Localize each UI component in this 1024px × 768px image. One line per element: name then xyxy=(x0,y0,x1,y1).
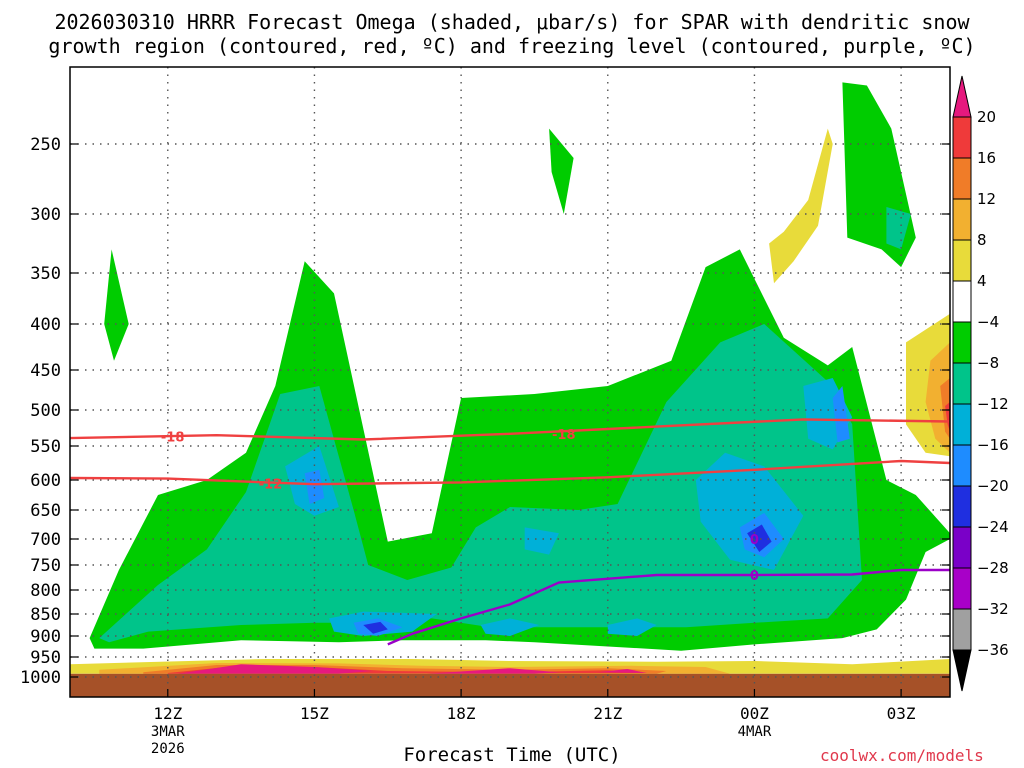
colorbar-band-12 xyxy=(952,608,972,651)
colorbar-label-1: 16 xyxy=(977,149,996,167)
omega-region-5 xyxy=(886,207,911,250)
colorbar-band-11 xyxy=(952,567,972,610)
colorbar-band-6 xyxy=(952,362,972,405)
surface-ground xyxy=(70,673,950,697)
y-tick-label-400: 400 xyxy=(30,315,61,335)
y-tick-label-250: 250 xyxy=(30,135,61,155)
colorbar-label-12: −32 xyxy=(977,600,1009,618)
contour-line-2 xyxy=(70,459,950,486)
chart-title-line1: 2026030310 HRRR Forecast Omega (shaded, … xyxy=(54,10,970,34)
y-tick-label-500: 500 xyxy=(30,401,61,421)
x-tick-date-12Z: 3MAR xyxy=(151,724,185,740)
x-tick-label-12Z: 12Z xyxy=(153,704,182,723)
colorbar-label-8: −16 xyxy=(977,436,1009,454)
y-tick-label-550: 550 xyxy=(30,437,61,457)
y-tick-label-650: 650 xyxy=(30,501,61,521)
omega-region-12 xyxy=(607,618,657,636)
x-axis-label: Forecast Time (UTC) xyxy=(403,744,621,766)
colorbar-band-10 xyxy=(952,526,972,569)
colorbar-label-9: −20 xyxy=(977,477,1009,495)
y-tick-label-850: 850 xyxy=(30,605,61,625)
colorbar-label-13: −36 xyxy=(977,641,1009,659)
y-tick-label-950: 950 xyxy=(30,648,61,668)
x-tick-year-12Z: 2026 xyxy=(151,741,185,757)
y-tick-label-750: 750 xyxy=(30,556,61,576)
omega-region-28 xyxy=(177,664,374,674)
x-tick-label-21Z: 21Z xyxy=(593,704,622,723)
omega-region-30 xyxy=(598,669,647,673)
contour-label-1: -18 xyxy=(552,428,576,443)
colorbar-label-6: −8 xyxy=(977,354,999,372)
colorbar-band-5 xyxy=(952,321,972,364)
omega-region-7 xyxy=(524,527,559,555)
y-tick-label-600: 600 xyxy=(30,471,61,491)
colorbar-label-7: −12 xyxy=(977,395,1009,413)
y-tick-label-450: 450 xyxy=(30,361,61,381)
omega-region-15 xyxy=(832,386,850,443)
omega-region-17 xyxy=(747,524,772,552)
omega-region-18 xyxy=(363,621,388,634)
contour-label-3: 0 xyxy=(750,569,759,584)
contour-line-0 xyxy=(70,418,950,441)
x-tick-label-15Z: 15Z xyxy=(300,704,329,723)
colorbar-label-11: −28 xyxy=(977,559,1009,577)
x-tick-date-00Z: 4MAR xyxy=(738,724,772,740)
omega-region-4 xyxy=(99,324,863,643)
colorbar-band-7 xyxy=(952,403,972,446)
y-tick-label-700: 700 xyxy=(30,530,61,550)
omega-region-19 xyxy=(769,128,833,284)
plot-frame xyxy=(69,66,951,698)
omega-region-2 xyxy=(549,128,574,214)
colorbar-band-1 xyxy=(952,157,972,200)
colorbar-label-5: −4 xyxy=(977,313,999,331)
contour-label-2: -12 xyxy=(259,478,283,493)
colorbar-band-8 xyxy=(952,444,972,487)
contour-line-3 xyxy=(387,568,950,646)
colorbar-label-0: 20 xyxy=(977,108,996,126)
colorbar-band-2 xyxy=(952,198,972,241)
omega-region-11 xyxy=(480,618,540,636)
colorbar-band-0 xyxy=(952,116,972,159)
omega-region-29 xyxy=(426,668,559,674)
colorbar-label-4: 4 xyxy=(977,272,987,290)
y-tick-label-900: 900 xyxy=(30,627,61,647)
x-tick-label-18Z: 18Z xyxy=(447,704,476,723)
colorbar-band-4 xyxy=(952,280,972,323)
colorbar-band-9 xyxy=(952,485,972,528)
y-tick-label-800: 800 xyxy=(30,581,61,601)
contour-label-0: -18 xyxy=(161,431,185,446)
y-tick-label-1000: 1000 xyxy=(20,668,61,688)
x-tick-label-00Z: 00Z xyxy=(740,704,769,723)
credit-link[interactable]: coolwx.com/models xyxy=(820,746,984,765)
y-tick-label-300: 300 xyxy=(30,205,61,225)
colorbar-label-3: 8 xyxy=(977,231,987,249)
x-tick-label-03Z: 03Z xyxy=(887,704,916,723)
omega-region-1 xyxy=(104,249,129,361)
colorbar-label-10: −24 xyxy=(977,518,1009,536)
contour-label-4: 0 xyxy=(750,533,759,548)
colorbar-band-3 xyxy=(952,239,972,282)
chart-title-line2: growth region (contoured, red, ºC) and f… xyxy=(48,34,976,58)
y-tick-label-350: 350 xyxy=(30,264,61,284)
colorbar-bottom-arrow xyxy=(952,649,972,692)
omega-region-13 xyxy=(304,469,325,504)
colorbar-label-2: 12 xyxy=(977,190,996,208)
colorbar-top-arrow xyxy=(952,75,972,118)
